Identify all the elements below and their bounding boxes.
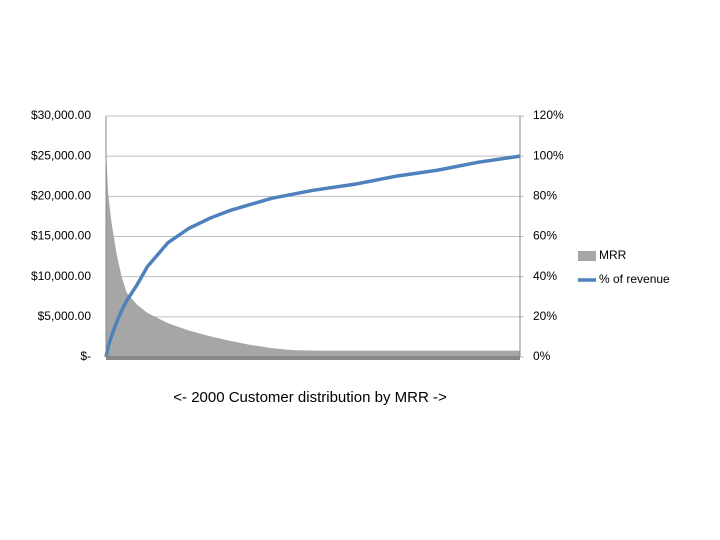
y2-tick-label: 80% [533,189,557,203]
y2-tick-label: 20% [533,309,557,323]
y-tick-label: $10,000.00 [31,269,91,283]
line [104,154,521,358]
y-tick-label: $- [80,349,91,363]
area [106,148,520,357]
x-axis-label: <- 2000 Customer distribution by MRR -> [173,389,447,406]
y-tick-label: $5,000.00 [38,309,92,323]
legend-label: % of revenue [599,272,670,286]
x-axis [106,356,520,360]
y2-tick-label: 60% [533,229,557,243]
y2-tick-label: 0% [533,349,551,363]
y-tick-label: $30,000.00 [31,108,91,122]
y-tick-label: $20,000.00 [31,189,91,203]
y2-tick-label: 40% [533,269,557,283]
y-tick-label: $25,000.00 [31,148,91,162]
y2-tick-label: 120% [533,108,564,122]
y2-tick-label: 100% [533,148,564,162]
legend-label: MRR [599,248,627,262]
y-tick-label: $15,000.00 [31,229,91,243]
legend-swatch [578,251,596,261]
